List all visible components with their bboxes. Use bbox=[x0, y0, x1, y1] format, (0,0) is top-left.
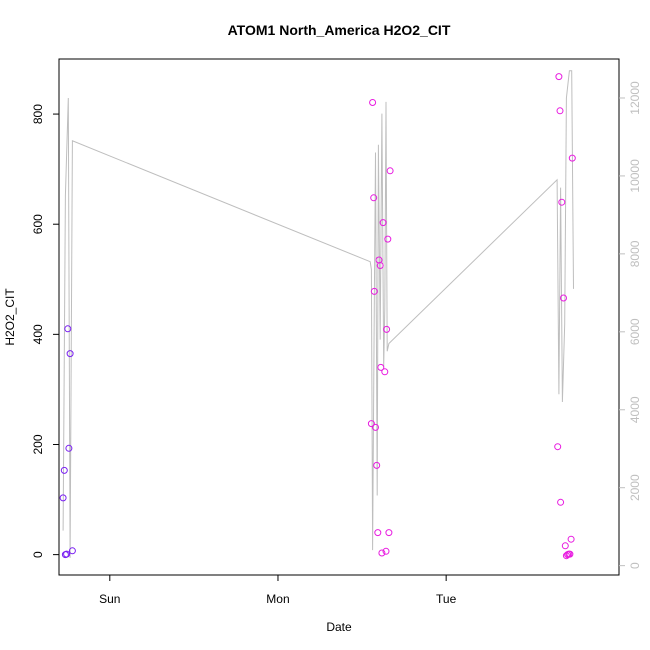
data-point-31 bbox=[560, 294, 567, 302]
y-tick-label-3: 600 bbox=[31, 214, 45, 234]
y-tick-label-0: 0 bbox=[31, 551, 45, 558]
x-tick-label-1: Mon bbox=[266, 592, 289, 606]
data-point-14 bbox=[374, 529, 382, 537]
y-axis-label: H2O2_CIT bbox=[3, 288, 17, 346]
data-point-38 bbox=[568, 154, 576, 162]
data-point-29 bbox=[557, 498, 565, 506]
data-point-8 bbox=[367, 420, 375, 428]
data-point-3 bbox=[63, 550, 71, 558]
data-point-10 bbox=[370, 194, 378, 202]
x-tick-label-2: Tue bbox=[436, 592, 457, 606]
data-point-1 bbox=[60, 466, 68, 474]
data-point-7 bbox=[68, 547, 76, 555]
data-point-6 bbox=[66, 350, 74, 358]
data-point-19 bbox=[379, 219, 387, 227]
data-point-4 bbox=[64, 325, 72, 333]
data-point-28 bbox=[556, 107, 564, 115]
points-series bbox=[59, 73, 576, 560]
data-point-5 bbox=[65, 444, 73, 452]
y2-tick-label-2: 4000 bbox=[628, 396, 642, 423]
y-axis-left: 0 200 400 600 800 bbox=[31, 104, 59, 558]
x-axis: Sun Mon Tue bbox=[99, 575, 457, 606]
data-point-17 bbox=[377, 363, 385, 371]
plot-frame bbox=[58, 58, 620, 576]
data-point-24 bbox=[385, 529, 393, 537]
y2-tick-label-4: 8000 bbox=[628, 240, 642, 267]
data-point-16 bbox=[376, 262, 384, 269]
series-line-0 bbox=[62, 70, 574, 558]
data-point-12 bbox=[372, 423, 379, 431]
data-point-9 bbox=[369, 99, 377, 106]
data-point-18 bbox=[378, 549, 386, 557]
data-point-20 bbox=[381, 368, 389, 376]
y-tick-label-4: 800 bbox=[31, 104, 45, 124]
y2-tick-label-3: 6000 bbox=[628, 318, 642, 345]
data-point-37 bbox=[567, 535, 575, 543]
y2-tick-label-5: 10000 bbox=[628, 159, 642, 193]
data-point-25 bbox=[386, 167, 394, 175]
data-point-13 bbox=[373, 461, 381, 469]
y2-tick-label-1: 2000 bbox=[628, 474, 642, 501]
y-tick-label-1: 200 bbox=[31, 434, 45, 454]
data-point-0 bbox=[59, 494, 67, 502]
y-axis-right: 0 2000 4000 6000 8000 10000 12000 bbox=[619, 81, 642, 569]
data-point-11 bbox=[370, 287, 378, 295]
data-point-26 bbox=[554, 443, 562, 451]
data-point-27 bbox=[555, 73, 563, 81]
data-point-32 bbox=[561, 542, 569, 550]
y2-tick-label-6: 12000 bbox=[628, 81, 642, 115]
chart-title: ATOM1 North_America H2O2_CIT bbox=[228, 22, 451, 38]
data-point-21 bbox=[382, 547, 390, 555]
data-point-22 bbox=[383, 325, 391, 333]
data-point-36 bbox=[566, 550, 574, 558]
data-point-23 bbox=[384, 235, 392, 243]
y-tick-label-2: 400 bbox=[31, 324, 45, 344]
x-tick-label-0: Sun bbox=[99, 592, 120, 606]
data-point-30 bbox=[558, 198, 566, 206]
line-series bbox=[62, 70, 574, 558]
y2-tick-label-0: 0 bbox=[628, 562, 642, 569]
x-axis-label: Date bbox=[326, 620, 352, 634]
